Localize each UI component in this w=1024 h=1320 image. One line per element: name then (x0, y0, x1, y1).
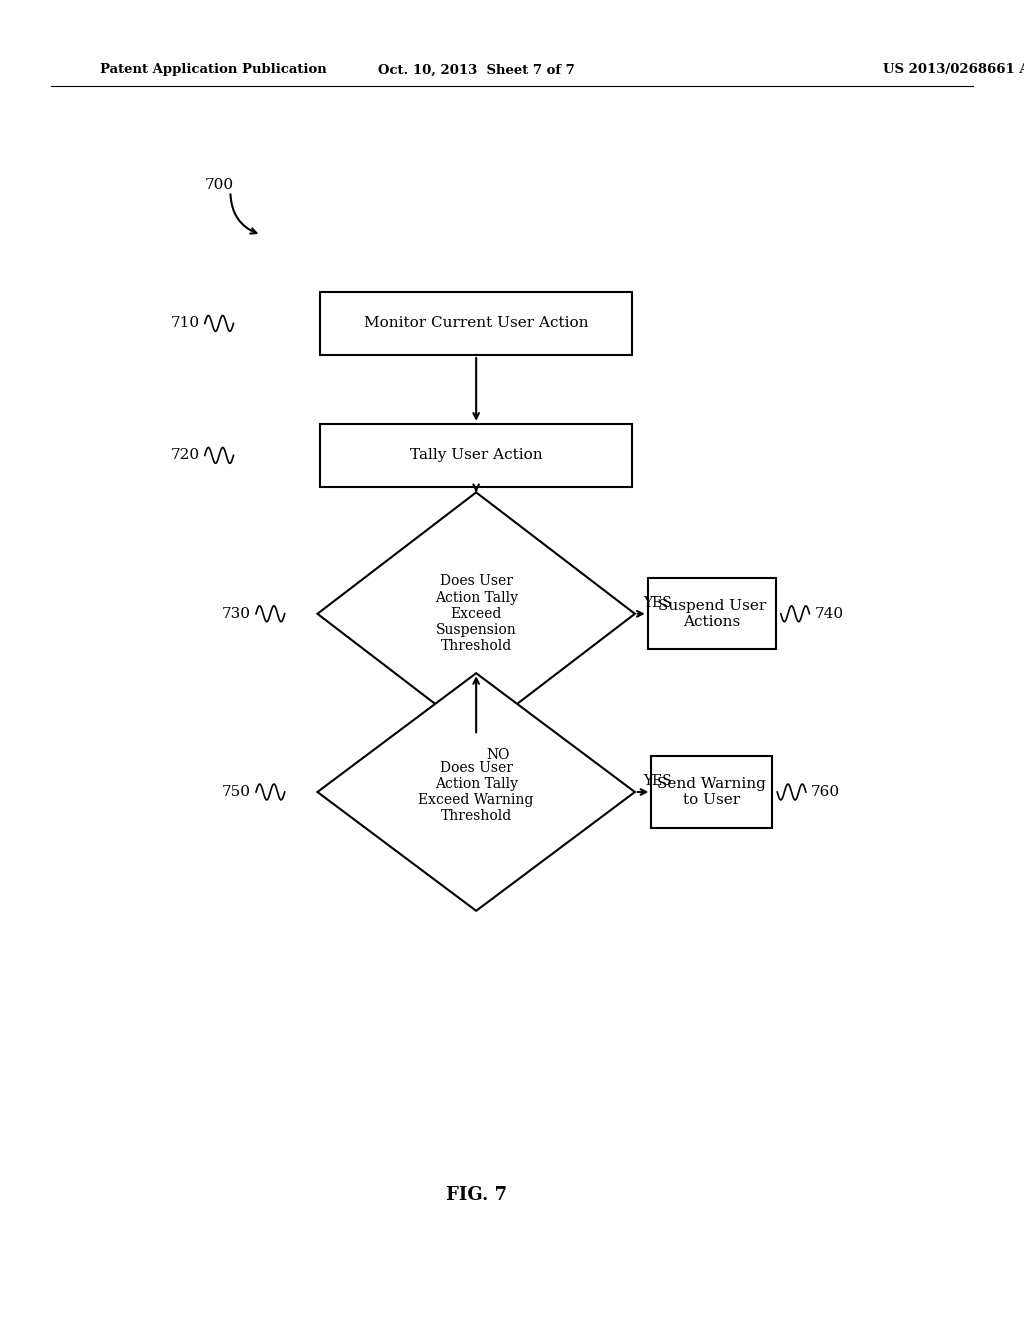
Text: FIG. 7: FIG. 7 (445, 1185, 507, 1204)
Text: Suspend User
Actions: Suspend User Actions (657, 599, 766, 628)
Text: 700: 700 (205, 178, 233, 193)
Text: 760: 760 (811, 785, 840, 799)
Bar (319, 292, 632, 355)
Text: Does User
Action Tally
Exceed
Suspension
Threshold: Does User Action Tally Exceed Suspension… (434, 574, 518, 653)
Text: 720: 720 (171, 449, 200, 462)
Text: Tally User Action: Tally User Action (410, 449, 543, 462)
Text: YES: YES (643, 775, 672, 788)
Bar (319, 424, 632, 487)
Text: 740: 740 (815, 607, 844, 620)
Text: Patent Application Publication: Patent Application Publication (100, 63, 327, 77)
Text: NO: NO (486, 748, 510, 763)
Text: Oct. 10, 2013  Sheet 7 of 7: Oct. 10, 2013 Sheet 7 of 7 (378, 63, 574, 77)
Text: Send Warning
to User: Send Warning to User (657, 777, 766, 807)
Text: 750: 750 (222, 785, 251, 799)
Text: 710: 710 (171, 317, 200, 330)
Text: US 2013/0268661 A1: US 2013/0268661 A1 (883, 63, 1024, 77)
Polygon shape (317, 673, 635, 911)
Text: Does User
Action Tally
Exceed Warning
Threshold: Does User Action Tally Exceed Warning Th… (419, 760, 534, 824)
Text: YES: YES (643, 597, 672, 610)
Polygon shape (317, 492, 635, 735)
Text: Monitor Current User Action: Monitor Current User Action (364, 317, 589, 330)
Bar (651, 756, 772, 828)
Bar (647, 578, 776, 649)
Text: 730: 730 (222, 607, 251, 620)
